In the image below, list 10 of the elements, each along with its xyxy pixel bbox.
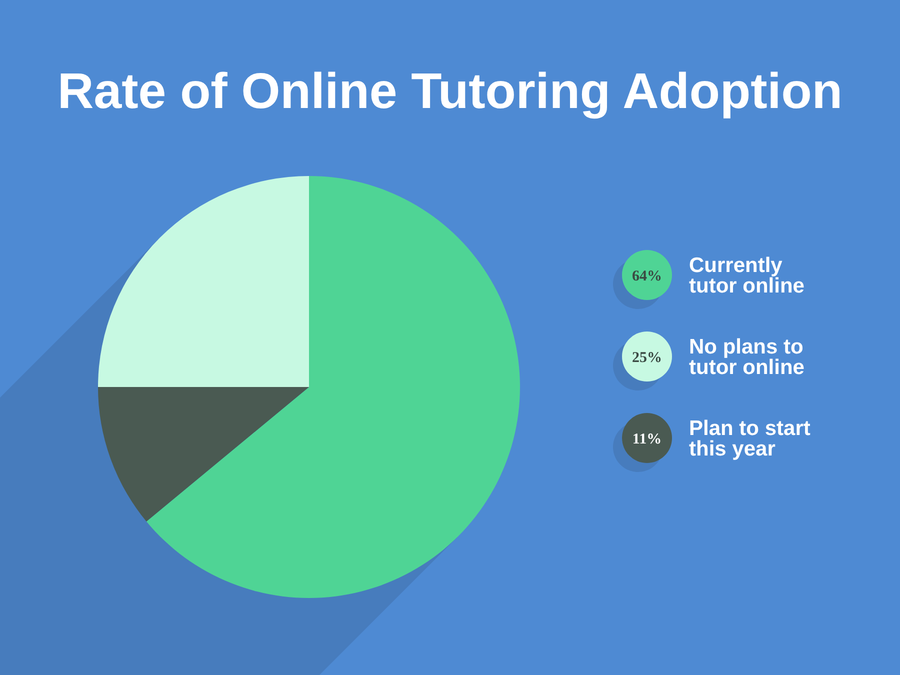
data-label: 64%: [632, 268, 662, 284]
pie-slice: [98, 176, 309, 387]
legend-label: No plans to tutor online: [689, 335, 804, 379]
pie-slice: [146, 176, 520, 598]
pie-slice: [98, 387, 309, 522]
legend-label: Plan to start this year: [689, 416, 810, 460]
legend-label: Currently tutor online: [689, 254, 804, 298]
data-label: 11%: [632, 431, 662, 448]
data-label: 25%: [632, 350, 662, 366]
chart-title: Rate of Online Tutoring Adoption: [58, 63, 842, 119]
